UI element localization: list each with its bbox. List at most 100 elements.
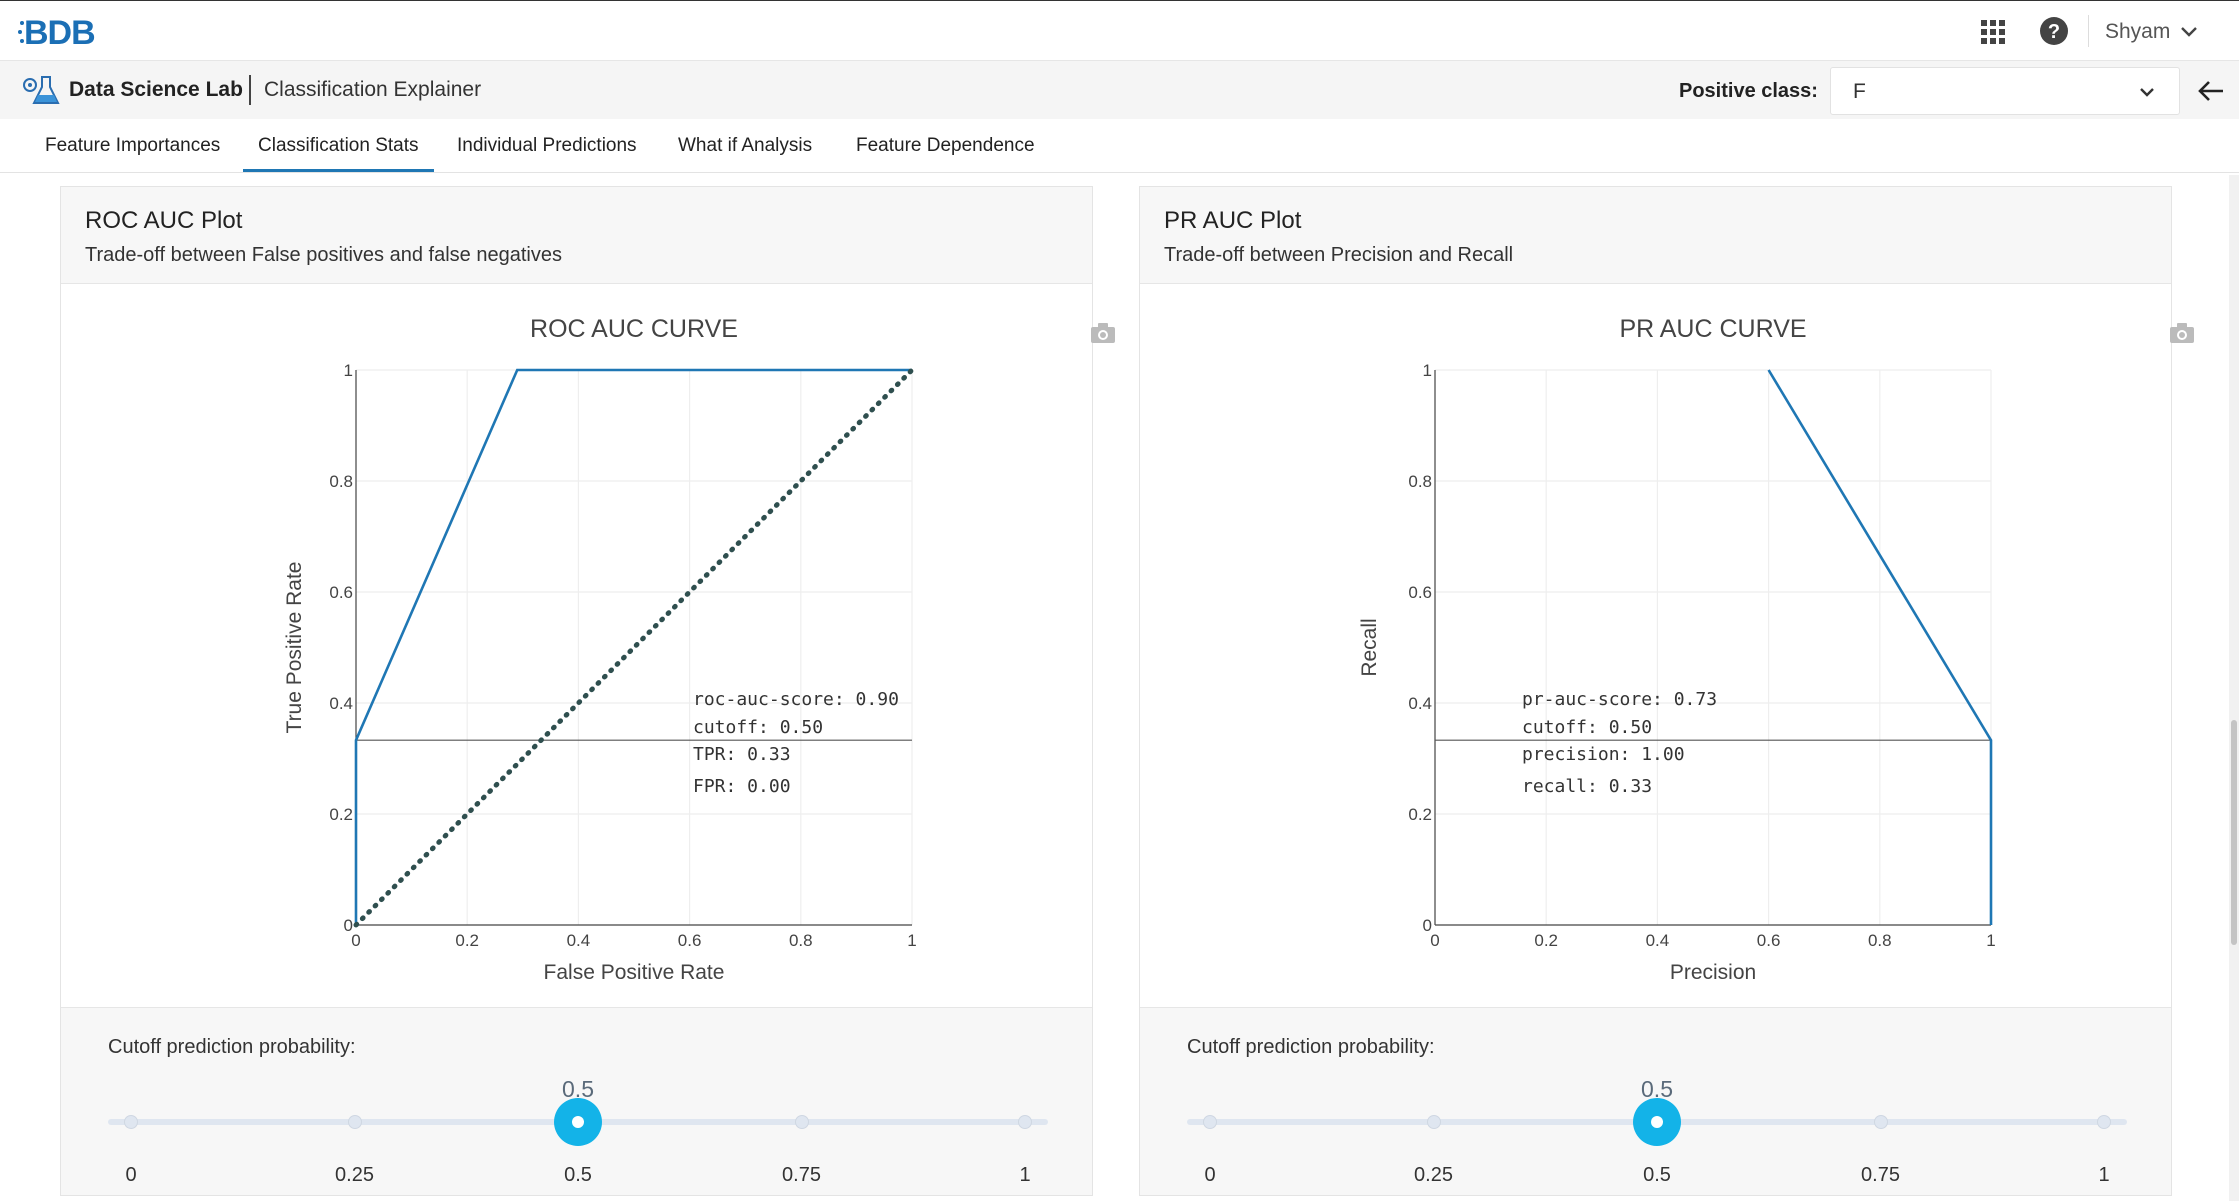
x-tick-label: 0 bbox=[1430, 931, 1439, 950]
slider-mark-label: 0.75 bbox=[782, 1164, 821, 1186]
back-arrow-icon[interactable] bbox=[2195, 75, 2227, 107]
roc-auc-chart: 0 0.2 0.4 0.6 0.8 1 0 0.2 0.4 0.6 0.8 1 ROC AUC CURV… bbox=[283, 315, 917, 984]
card-title: PR AUC Plot bbox=[1164, 207, 1302, 234]
slider-dot[interactable] bbox=[347, 1115, 362, 1129]
curve-line bbox=[1767, 369, 1993, 925]
cutoff-panel: Cutoff prediction probability: 0.5 0 0.25… bbox=[61, 1007, 1092, 1195]
positive-class-label: Positive class: bbox=[1679, 80, 1818, 102]
camera-icon[interactable] bbox=[1089, 321, 1117, 345]
curve-line bbox=[354, 368, 912, 925]
annotation-text: recall: 0.33 bbox=[1522, 776, 1652, 797]
x-tick-label: 0.2 bbox=[455, 931, 479, 950]
page-title: Classification Explainer bbox=[264, 78, 482, 101]
x-tick-label: 0.8 bbox=[1868, 931, 1892, 950]
x-tick-label: 0.4 bbox=[1646, 931, 1670, 950]
slider-handle[interactable] bbox=[1633, 1098, 1681, 1146]
y-tick-label: 0 bbox=[1423, 916, 1432, 935]
topbar-divider bbox=[2088, 15, 2089, 47]
user-name: Shyam bbox=[2105, 20, 2171, 43]
svg-text:?: ? bbox=[2048, 21, 2060, 43]
annotation-text: FPR: 0.00 bbox=[693, 776, 791, 797]
y-tick-label: 0.4 bbox=[329, 694, 353, 713]
slider-dot[interactable] bbox=[1018, 1115, 1032, 1129]
cutoff-panel: Cutoff prediction probability: 0.5 0 0.25… bbox=[1140, 1007, 2171, 1195]
x-tick-label: 1 bbox=[907, 931, 916, 950]
x-tick-label: 0.8 bbox=[789, 931, 813, 950]
annotation-text: cutoff: 0.50 bbox=[693, 717, 823, 738]
cutoff-slider[interactable]: 0.5 0 0.25 0.5 0.75 1 bbox=[108, 1068, 1048, 1186]
tab-individual-predictions[interactable]: Individual Predictions bbox=[457, 135, 637, 156]
slider-mark-label: 0 bbox=[125, 1164, 137, 1186]
chevron-down-icon bbox=[2140, 88, 2154, 97]
card-header: ROC AUC Plot Trade-off between False pos… bbox=[61, 187, 1092, 284]
annotation-text: precision: 1.00 bbox=[1522, 744, 1685, 765]
subheader-divider bbox=[249, 75, 251, 105]
card-header: PR AUC Plot Trade-off between Precision … bbox=[1140, 187, 2171, 284]
annotation-text: pr-auc-score: 0.73 bbox=[1522, 689, 1717, 710]
help-icon[interactable]: ? bbox=[2039, 16, 2069, 46]
bdb-logo[interactable]: BDB bbox=[18, 11, 118, 53]
x-tick-label: 0.2 bbox=[1534, 931, 1558, 950]
user-menu[interactable]: Shyam bbox=[2105, 17, 2198, 47]
slider-mark-label: 0.5 bbox=[1643, 1164, 1671, 1186]
x-axis-label: False Positive Rate bbox=[544, 961, 725, 984]
roc-auc-card: ROC AUC Plot Trade-off between False pos… bbox=[60, 186, 1115, 1196]
tab-bar: Feature Importances Classification Stats… bbox=[0, 119, 2239, 173]
positive-class-select[interactable]: F bbox=[1830, 67, 2180, 115]
slider-handle[interactable] bbox=[554, 1098, 602, 1146]
chart-title: PR AUC CURVE bbox=[1619, 315, 1806, 343]
slider-dot[interactable] bbox=[1203, 1115, 1217, 1129]
tab-feature-importances[interactable]: Feature Importances bbox=[45, 135, 221, 156]
slider-dot[interactable] bbox=[2097, 1115, 2111, 1129]
diagonal-reference-line bbox=[353, 367, 915, 928]
positive-class-value: F bbox=[1853, 80, 1866, 103]
slider-mark-label: 0.5 bbox=[564, 1164, 592, 1186]
slider-mark-label: 1 bbox=[1019, 1164, 1031, 1186]
tab-feature-dependence[interactable]: Feature Dependence bbox=[856, 135, 1035, 156]
y-tick-label: 0.4 bbox=[1408, 694, 1432, 713]
y-axis-label: Recall bbox=[1358, 618, 1381, 676]
sub-header: Data Science Lab Classification Explaine… bbox=[0, 61, 2239, 119]
scrollbar-track[interactable] bbox=[2229, 175, 2239, 1201]
y-tick-label: 0.2 bbox=[1408, 805, 1432, 824]
x-tick-label: 0.4 bbox=[567, 931, 591, 950]
card-title: ROC AUC Plot bbox=[85, 207, 243, 234]
y-tick-label: 0.8 bbox=[1408, 472, 1432, 491]
slider-dot[interactable] bbox=[794, 1115, 809, 1129]
cutoff-label: Cutoff prediction probability: bbox=[108, 1036, 356, 1058]
slider-dot[interactable] bbox=[1873, 1115, 1888, 1129]
y-tick-label: 0.6 bbox=[329, 583, 353, 602]
annotation-text: TPR: 0.33 bbox=[693, 744, 791, 765]
slider-dot[interactable] bbox=[1426, 1115, 1441, 1129]
x-tick-label: 0 bbox=[351, 931, 360, 950]
y-axis-label: True Positive Rate bbox=[283, 562, 306, 734]
y-tick-label: 1 bbox=[1423, 361, 1432, 380]
x-tick-label: 0.6 bbox=[678, 931, 702, 950]
scrollbar-thumb[interactable] bbox=[2231, 720, 2237, 945]
tab-what-if-analysis[interactable]: What if Analysis bbox=[678, 135, 813, 156]
y-tick-label: 1 bbox=[344, 361, 353, 380]
pr-auc-chart: 0 0.2 0.4 0.6 0.8 1 0 0.2 0.4 0.6 0.8 1 PR AUC CURVE… bbox=[1358, 315, 1996, 984]
slider-mark-label: 0.25 bbox=[1414, 1164, 1453, 1186]
x-axis-label: Precision bbox=[1670, 961, 1756, 984]
app-title: Data Science Lab bbox=[69, 78, 243, 101]
slider-value: 0.5 bbox=[562, 1076, 594, 1102]
x-tick-label: 0.6 bbox=[1757, 931, 1781, 950]
data-science-lab-icon bbox=[23, 76, 60, 104]
slider-value: 0.5 bbox=[1641, 1076, 1673, 1102]
top-bar: BDB ? Shyam bbox=[0, 0, 2239, 61]
logo-text: BDB bbox=[24, 14, 95, 52]
apps-grid-icon[interactable] bbox=[1980, 19, 2006, 45]
cutoff-slider[interactable]: 0.5 0 0.25 0.5 0.75 1 bbox=[1187, 1068, 2127, 1186]
annotation-text: roc-auc-score: 0.90 bbox=[693, 689, 899, 710]
slider-dot[interactable] bbox=[124, 1115, 138, 1129]
camera-icon[interactable] bbox=[2168, 321, 2196, 345]
x-tick-label: 1 bbox=[1986, 931, 1995, 950]
y-tick-label: 0.6 bbox=[1408, 583, 1432, 602]
card-subtitle: Trade-off between Precision and Recall bbox=[1164, 244, 1514, 266]
slider-mark-label: 1 bbox=[2098, 1164, 2110, 1186]
chevron-down-icon bbox=[2181, 27, 2198, 37]
tab-classification-stats[interactable]: Classification Stats bbox=[243, 119, 434, 172]
slider-mark-label: 0 bbox=[1204, 1164, 1216, 1186]
cutoff-label: Cutoff prediction probability: bbox=[1187, 1036, 1435, 1058]
